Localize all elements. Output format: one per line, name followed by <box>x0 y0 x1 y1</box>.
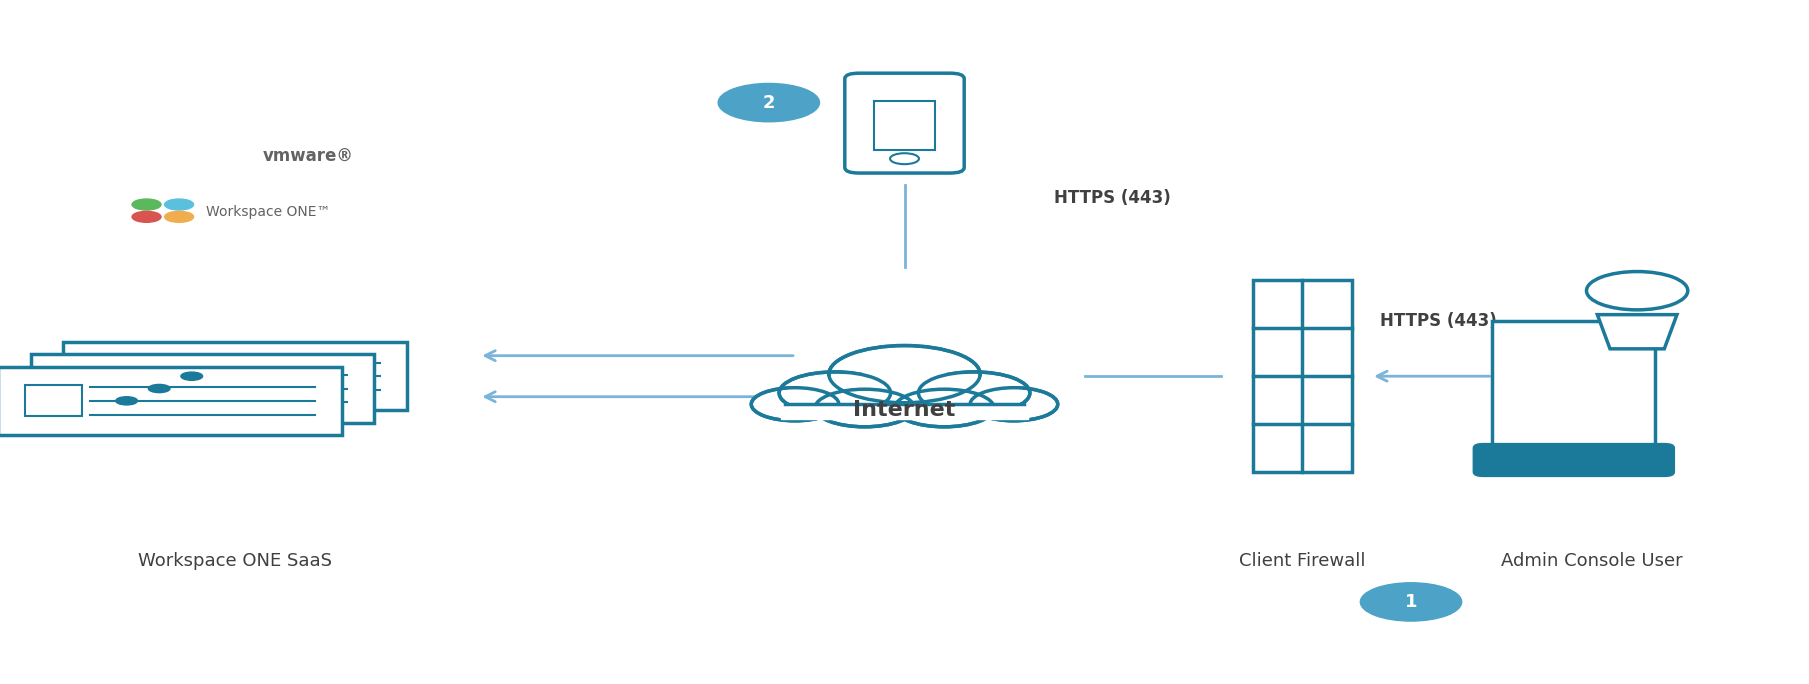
Text: 2: 2 <box>763 94 774 111</box>
Text: Workspace ONE™: Workspace ONE™ <box>206 205 331 219</box>
Circle shape <box>751 388 839 421</box>
Circle shape <box>1360 583 1462 621</box>
FancyBboxPatch shape <box>845 73 964 173</box>
Text: Internet: Internet <box>854 400 955 421</box>
Circle shape <box>894 389 995 427</box>
Bar <box>0 367 342 435</box>
Circle shape <box>970 388 1058 421</box>
Bar <box>781 404 1028 418</box>
Bar <box>1492 321 1655 445</box>
Circle shape <box>829 345 980 403</box>
Bar <box>31 354 374 423</box>
Bar <box>781 404 1028 419</box>
Circle shape <box>890 153 919 164</box>
Bar <box>90 361 148 391</box>
Circle shape <box>165 199 194 210</box>
Circle shape <box>148 384 170 393</box>
Text: Admin Console User: Admin Console User <box>1501 552 1682 570</box>
FancyBboxPatch shape <box>1474 445 1673 475</box>
Circle shape <box>814 389 914 427</box>
Circle shape <box>165 211 194 222</box>
Bar <box>25 386 83 416</box>
Circle shape <box>780 372 890 414</box>
Circle shape <box>919 372 1029 414</box>
Text: HTTPS (443): HTTPS (443) <box>1380 313 1496 330</box>
Circle shape <box>132 199 161 210</box>
Circle shape <box>116 397 137 405</box>
Circle shape <box>181 372 203 380</box>
Text: 1: 1 <box>1406 593 1416 611</box>
Ellipse shape <box>785 372 1024 414</box>
Circle shape <box>718 83 819 122</box>
Bar <box>58 373 116 404</box>
Bar <box>63 342 407 410</box>
Bar <box>874 101 935 150</box>
Text: Client Firewall: Client Firewall <box>1239 552 1366 570</box>
Text: HTTPS (443): HTTPS (443) <box>1055 189 1170 207</box>
Bar <box>1252 280 1353 472</box>
Text: vmware®: vmware® <box>262 148 353 166</box>
Text: Workspace ONE SaaS: Workspace ONE SaaS <box>137 552 333 570</box>
Circle shape <box>1586 272 1688 310</box>
Polygon shape <box>1597 315 1677 349</box>
Circle shape <box>132 211 161 222</box>
